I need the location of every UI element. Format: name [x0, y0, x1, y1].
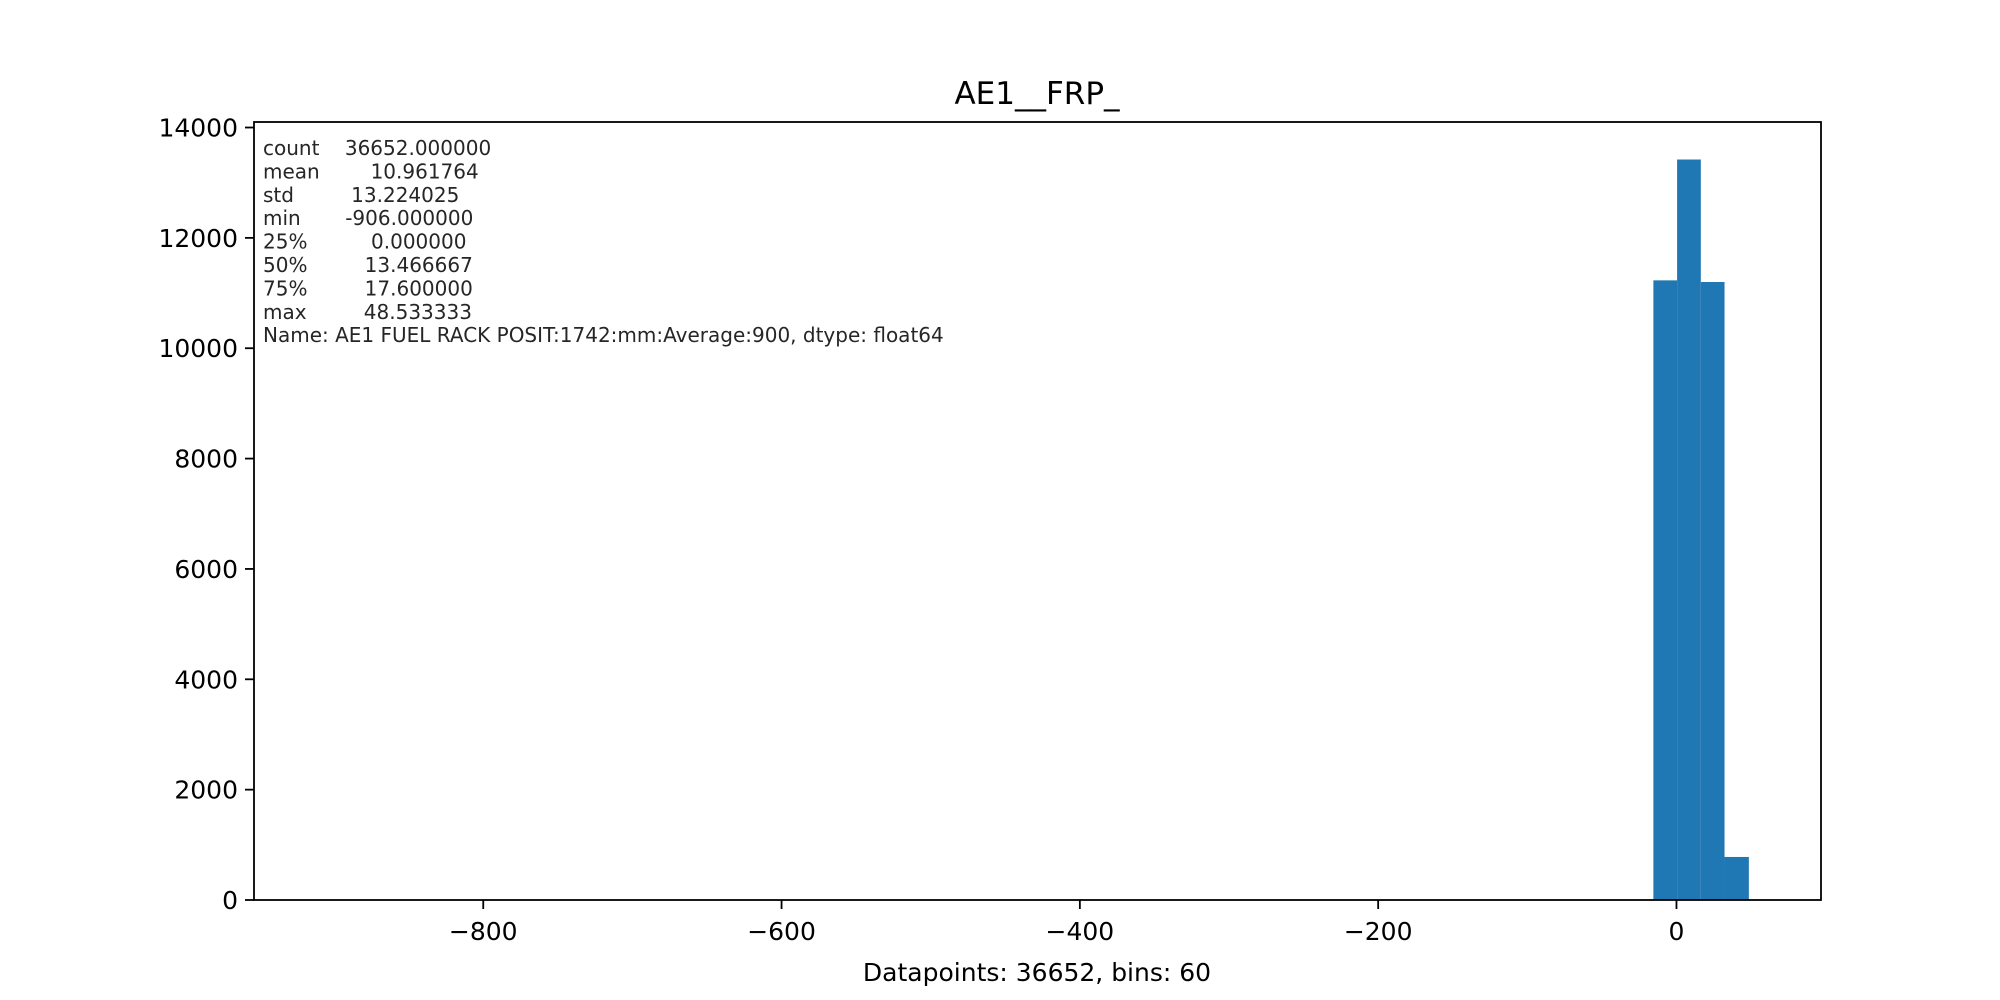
histogram-bar: [1653, 280, 1678, 900]
y-tick-label: 10000: [158, 334, 238, 363]
x-tick-label: 0: [1669, 917, 1685, 946]
x-tick-label: −800: [449, 917, 518, 946]
y-axis-ticks: 0 2000 4000 6000 8000 10000 12000 14000: [158, 114, 254, 915]
summary-statistic-line: 50% 13.466667: [263, 253, 473, 277]
summary-statistic-line: max 48.533333: [263, 300, 472, 324]
x-tick-label: −400: [1046, 917, 1115, 946]
plot-area-frame: [253, 121, 1822, 901]
x-axis-label: Datapoints: 36652, bins: 60: [863, 958, 1211, 987]
summary-statistic-line: 25% 0.000000: [263, 230, 466, 254]
y-tick-label: 14000: [158, 114, 238, 143]
chart-title: AE1__FRP_: [954, 76, 1120, 112]
y-tick-label: 0: [222, 886, 238, 915]
y-tick-label: 12000: [158, 224, 238, 253]
summary-statistic-line: std 13.224025: [263, 183, 459, 207]
summary-statistic-line: Name: AE1 FUEL RACK POSIT:1742:mm:Averag…: [263, 323, 944, 347]
summary-statistic-line: count 36652.000000: [263, 136, 491, 160]
summary-statistic-line: mean 10.961764: [263, 159, 479, 183]
summary-statistic-line: 75% 17.600000: [263, 276, 473, 300]
histogram-bar: [1724, 856, 1749, 900]
y-tick-label: 2000: [174, 776, 238, 805]
y-tick-label: 8000: [174, 445, 238, 474]
x-axis-ticks: −800 −600 −400 −200 0: [449, 900, 1685, 946]
histogram-bar: [1677, 159, 1701, 900]
y-tick-label: 4000: [174, 665, 238, 694]
x-tick-label: −200: [1344, 917, 1413, 946]
y-tick-label: 6000: [174, 555, 238, 584]
histogram-bar: [1700, 282, 1725, 901]
x-tick-label: −600: [747, 917, 816, 946]
histogram-bars: [1653, 159, 1749, 901]
summary-statistic-line: min -906.000000: [263, 206, 473, 230]
